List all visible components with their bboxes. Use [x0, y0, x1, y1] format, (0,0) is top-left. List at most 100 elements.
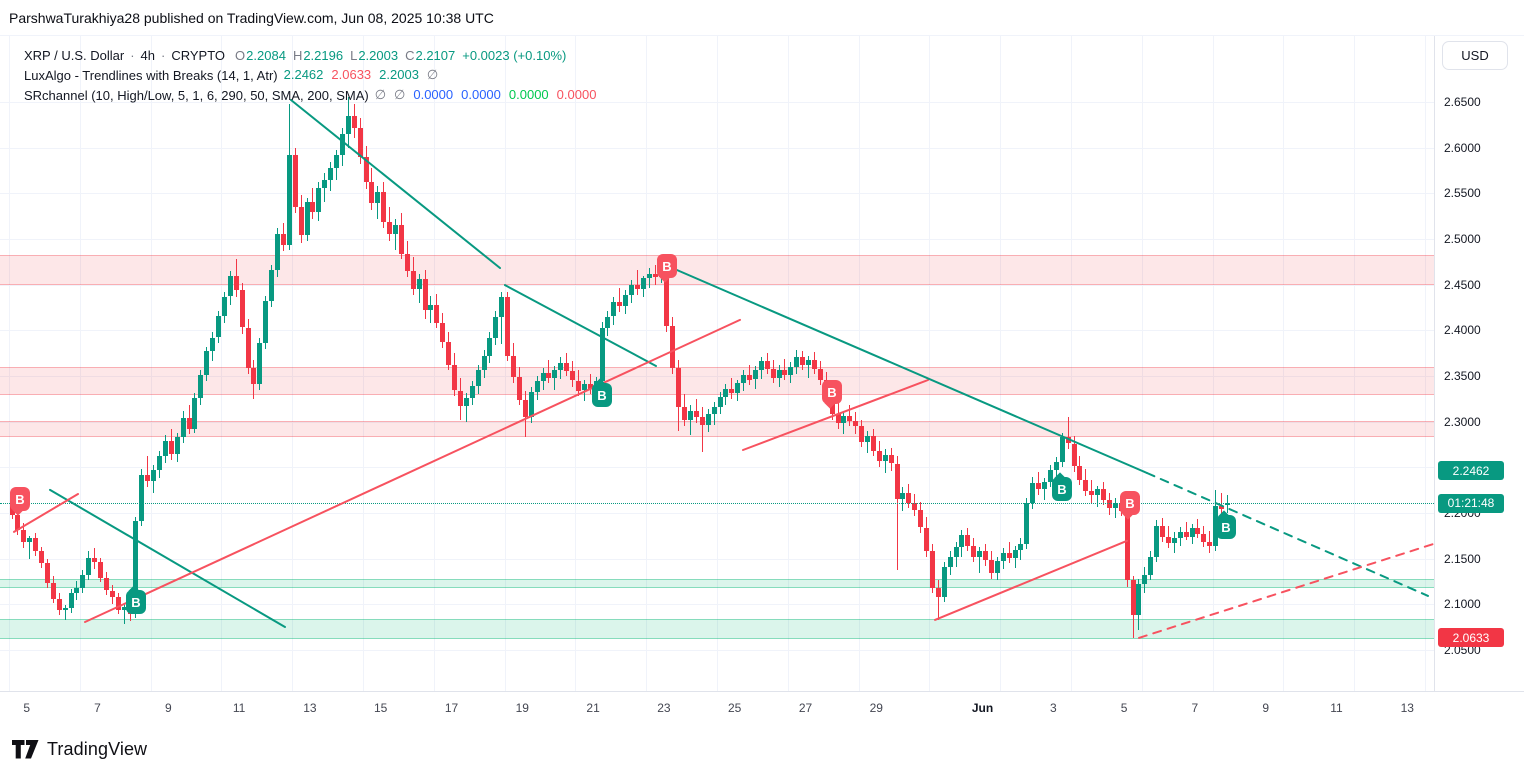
candle-wick: [937, 580, 939, 620]
candle-body: [664, 259, 670, 326]
candle-body: [1036, 482, 1042, 490]
date-tick-label: 13: [303, 701, 317, 715]
ohlc-letter: H: [292, 47, 303, 63]
trendline-break-badge-bull: B: [1216, 515, 1236, 540]
candle-body: [1160, 525, 1165, 537]
candle-wick: [648, 268, 650, 289]
ohlc-value: 2.2084: [246, 47, 286, 63]
candle-body: [1219, 505, 1224, 510]
price-tick-label: 2.6000: [1444, 140, 1481, 155]
candle-body: [1124, 511, 1130, 581]
candle-body: [186, 417, 192, 429]
indicator-values: ∅ ∅ 0.0000 0.0000 0.0000 0.0000: [375, 87, 605, 103]
indicator-value: ∅: [394, 87, 406, 102]
candle-wick: [324, 173, 326, 203]
candle-body: [1224, 503, 1230, 506]
date-tick-label: 11: [232, 701, 246, 715]
candle-body: [528, 392, 534, 417]
candle-body: [735, 383, 741, 394]
date-tick-label: Jun: [971, 701, 994, 715]
price-tick-label: 2.5000: [1444, 231, 1481, 246]
candle-body: [747, 375, 752, 380]
candle-body: [971, 545, 977, 557]
candle-wick: [619, 288, 621, 312]
price-tick-label: 2.6500: [1444, 95, 1481, 109]
candle-body: [221, 296, 227, 316]
candle-body: [729, 388, 735, 394]
gridline: [1071, 36, 1072, 691]
candle-body: [275, 233, 280, 270]
indicator-value: 0.0000: [556, 87, 597, 102]
candle-body: [475, 370, 481, 386]
indicator-value: ∅: [374, 87, 387, 102]
candle-body: [888, 455, 894, 464]
date-tick-label: 11: [1330, 701, 1343, 715]
candle-wick: [979, 546, 981, 574]
gridline: [292, 36, 294, 691]
usd-button-label: USD: [1461, 48, 1489, 63]
indicator-value: ∅: [426, 67, 439, 82]
candle-body: [1095, 489, 1101, 496]
indicator-value: 2.0633: [331, 67, 372, 82]
time-axis[interactable]: 5 7 9 11 13 15 17 19 21 23 25 27 29 Jun 3 5 7 9 11 13: [0, 691, 1524, 728]
candle-body: [1154, 525, 1160, 557]
candle-body: [575, 380, 581, 391]
date-tick-label: 9: [164, 701, 172, 715]
indicator-legend-luxalgo[interactable]: LuxAlgo - Trendlines with Breaks (14, 1,…: [24, 65, 610, 85]
candle-body: [811, 359, 817, 369]
candle-body: [210, 337, 216, 352]
bar-countdown-badge: 01:21:48: [1438, 493, 1504, 513]
candle-body: [499, 296, 505, 317]
candle-body: [1165, 536, 1171, 543]
candle-body: [328, 167, 334, 180]
tradingview-logo-icon[interactable]: [12, 740, 39, 759]
candle-body: [1130, 580, 1136, 616]
indicator-value: 0.0000: [508, 87, 549, 102]
candle-body: [162, 440, 168, 457]
candle-body: [758, 361, 764, 371]
candle-body: [1207, 542, 1213, 546]
candle-body: [941, 566, 947, 597]
gridline: [1354, 36, 1356, 691]
candle-body: [1047, 469, 1053, 482]
candle-wick: [395, 218, 396, 250]
usd-currency-button[interactable]: USD: [1442, 41, 1508, 70]
candle-body: [269, 270, 275, 301]
trendline-break-badge-bear: B: [10, 487, 30, 511]
indicator-values: 2.2462 2.0633 2.2003 ∅: [284, 67, 447, 83]
teal-trendline: [49, 488, 286, 628]
candle-body: [693, 410, 699, 417]
date-tick-label: 25: [728, 701, 742, 715]
ohlc-letter: O: [235, 47, 246, 63]
separator-dot: ·: [161, 47, 166, 63]
candle-body: [918, 510, 924, 528]
indicator-legend-srchannel[interactable]: SRchannel (10, High/Low, 5, 1, 6, 290, 5…: [24, 85, 610, 105]
chart-canvas[interactable]: B B B B B B B B XRP / U.S. Dollar · 4h · CRYPTO…: [0, 36, 1434, 691]
ohlc-legend[interactable]: XRP / U.S. Dollar · 4h · CRYPTO O 2.2084 H…: [24, 45, 610, 65]
candle-wick: [690, 405, 691, 436]
candle-body: [841, 416, 847, 424]
price-tick-label: 2.1500: [1444, 551, 1481, 566]
candle-body: [334, 155, 339, 168]
tradingview-logo-text[interactable]: TradingView: [47, 739, 148, 759]
price-axis[interactable]: USD 2.6500 2.6000 2.5500 2.5000 2.4500 2.4000…: [1434, 36, 1524, 691]
upper-trendline-value-badge: 2.2462: [1438, 461, 1504, 481]
sr-zones-layer: [0, 36, 1434, 691]
candle-body: [21, 530, 27, 543]
candle-body: [516, 376, 522, 400]
publish-header-text: ParshwaTurakhiya28 published on TradingV…: [9, 9, 494, 26]
candle-wick: [583, 379, 585, 402]
candle-body: [835, 414, 841, 424]
candle-body: [103, 577, 109, 591]
indicator-name: SRchannel (10, High/Low, 5, 1, 6, 290, 5…: [24, 87, 369, 103]
candle-wick: [554, 365, 556, 390]
candle-wick: [896, 456, 898, 571]
candle-body: [652, 273, 658, 278]
gridline: [363, 36, 364, 691]
gridline: [79, 36, 81, 691]
candle-body: [304, 202, 310, 236]
trendline-break-badge-bull: B: [1052, 477, 1072, 501]
ohlc-value: 2.2003: [358, 47, 399, 63]
candle-body: [1171, 537, 1177, 543]
candle-wick: [808, 355, 809, 378]
